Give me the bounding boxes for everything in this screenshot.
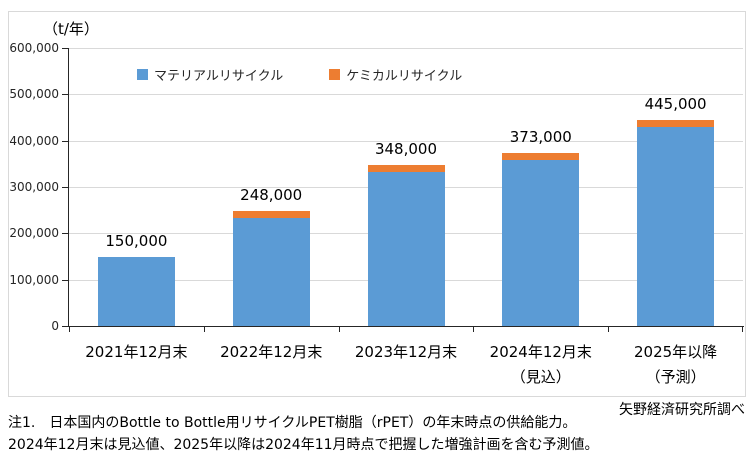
bar-total-label: 445,000	[644, 94, 707, 113]
plot-area: 0 100,000 200,000 300,000 400,000 500,000 600,…	[9, 41, 744, 386]
y-gridline	[69, 94, 743, 96]
x-axis-label-line1: 2022年12月末	[220, 343, 323, 361]
footnote-line-1: 注1. 日本国内のBottle to Bottle用リサイクルPET樹脂（rPE…	[8, 415, 577, 431]
bar-total-label: 248,000	[240, 186, 303, 205]
bar-total-label: 150,000	[105, 231, 168, 250]
y-axis-tick-label: 500,000	[9, 87, 59, 102]
x-axis-label: 2024年12月末 （見込）	[473, 340, 608, 390]
x-axis-label: 2023年12月末	[339, 340, 474, 365]
x-axis-tick	[608, 327, 610, 332]
y-axis-tick-label: 200,000	[9, 226, 59, 241]
x-axis-label: 2022年12月末	[204, 340, 339, 365]
y-axis-tick-label: 600,000	[9, 41, 59, 55]
y-axis-tick	[62, 326, 68, 327]
x-axis-label-line1: 2025年以降	[633, 343, 718, 361]
y-axis-tick	[62, 140, 68, 142]
y-axis-tick	[62, 48, 68, 49]
bar-total-label: 348,000	[374, 139, 437, 158]
bar-segment-material	[232, 217, 310, 326]
x-axis-label-line2: （予測）	[645, 368, 706, 386]
x-axis-label-line1: 2024年12月末	[489, 343, 592, 361]
y-gridline	[69, 140, 743, 142]
y-axis-unit-label: （t/年）	[43, 20, 99, 38]
bar-segment-chemical	[232, 211, 310, 218]
x-axis-tick	[69, 327, 70, 332]
x-axis-label-line1: 2021年12月末	[85, 343, 188, 361]
y-axis-line	[68, 48, 69, 327]
x-axis-tick	[203, 327, 205, 332]
legend-swatch-material-icon	[137, 69, 148, 80]
y-axis-tick-label: 0	[51, 319, 59, 333]
x-axis-tick	[473, 327, 475, 332]
bar-segment-chemical	[637, 119, 715, 127]
bar-segment-chemical	[502, 153, 580, 161]
y-gridline	[69, 48, 743, 49]
legend-label-chemical: ケミカルリサイクル	[346, 69, 463, 84]
x-axis-label-line1: 2023年12月末	[354, 343, 458, 361]
legend-item-chemical-recycle: ケミカルリサイクル	[329, 65, 462, 84]
source-attribution: 矢野経済研究所調べ	[619, 402, 745, 418]
bar-segment-material	[367, 171, 445, 326]
footnote-line-2: 2024年12月末は見込値、2025年以降は2024年11月時点で把握した増強計…	[8, 437, 599, 453]
legend-swatch-chemical-icon	[329, 69, 341, 80]
bar-segment-material	[502, 160, 580, 326]
legend-item-material-recycle: マテリアルリサイクル	[137, 65, 283, 84]
x-axis-tick	[338, 327, 340, 332]
y-axis-tick	[62, 187, 68, 188]
bar-segment-material	[637, 126, 715, 326]
x-axis-label-line2: （見込）	[510, 368, 571, 386]
y-axis-tick-label: 300,000	[9, 180, 59, 194]
chart-legend: マテリアルリサイクル ケミカルリサイクル	[137, 65, 462, 84]
y-axis-tick	[62, 279, 68, 281]
legend-label-material: マテリアルリサイクル	[154, 69, 284, 84]
x-axis-label: 2021年12月末	[69, 340, 204, 365]
x-axis-tick	[742, 327, 743, 332]
bar-segment-material	[97, 256, 175, 326]
x-axis-label: 2025年以降 （予測）	[608, 340, 743, 390]
y-axis-tick	[62, 94, 68, 96]
x-axis-line	[68, 326, 744, 327]
y-axis-tick-label: 400,000	[9, 133, 59, 148]
y-axis-tick	[62, 233, 68, 235]
bar-segment-chemical	[367, 164, 445, 172]
y-axis-tick-label: 100,000	[9, 272, 59, 287]
bar-chart: （t/年） マテリアルリサイクル ケミカルリサイクル 0 100,000 200,0…	[8, 11, 746, 397]
bar-total-label: 373,000	[509, 128, 572, 147]
footnotes: 注1. 日本国内のBottle to Bottle用リサイクルPET樹脂（rPE…	[8, 412, 599, 456]
